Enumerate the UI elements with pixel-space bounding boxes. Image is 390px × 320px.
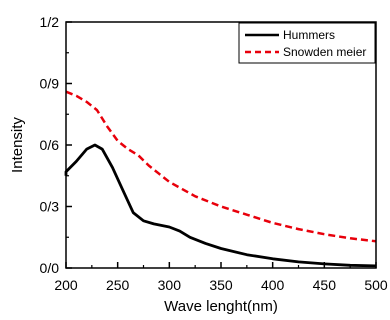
y-tick-label: 0/3: [40, 199, 60, 215]
y-tick-label: 0/0: [40, 260, 60, 276]
x-tick-label: 200: [54, 277, 78, 293]
ticks-layer: 200 250 300 350 400 450 500 0/0 0/3 0/6 0/9 1/2: [40, 14, 388, 293]
x-tick-label: 350: [209, 277, 233, 293]
legend-label-hummers: Hummers: [283, 28, 335, 42]
x-tick-label: 400: [261, 277, 285, 293]
y-tick-label: 0/9: [40, 76, 60, 92]
legend: Hummers Snowden meier: [238, 22, 376, 64]
legend-label-snowden-meier: Snowden meier: [283, 45, 366, 59]
x-tick-label: 300: [158, 277, 182, 293]
x-tick-label: 450: [313, 277, 337, 293]
x-tick-label: 500: [364, 277, 388, 293]
series-line-0: [64, 143, 377, 268]
series-layer: [64, 90, 377, 268]
y-axis-label: Intensity: [9, 117, 26, 173]
y-tick-label: 0/6: [40, 137, 60, 153]
legend-box: [238, 22, 376, 64]
series-line-1: [65, 90, 377, 243]
x-axis-label: Wave lenght(nm): [164, 298, 278, 315]
y-tick-label: 1/2: [40, 14, 60, 30]
x-tick-label: 250: [106, 277, 130, 293]
